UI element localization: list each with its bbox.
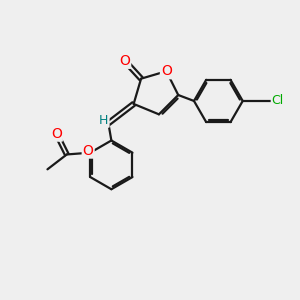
Text: O: O <box>119 54 130 68</box>
Text: O: O <box>83 144 94 158</box>
Text: O: O <box>51 127 62 141</box>
Text: H: H <box>99 114 109 127</box>
Text: O: O <box>161 64 172 78</box>
Text: Cl: Cl <box>272 94 284 107</box>
